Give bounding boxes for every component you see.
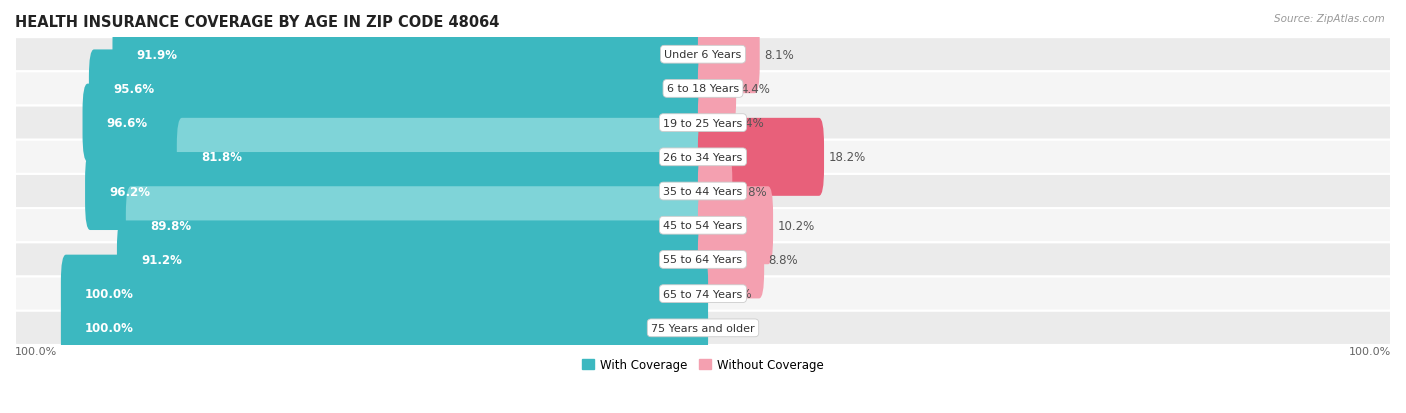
- Text: 19 to 25 Years: 19 to 25 Years: [664, 119, 742, 128]
- Text: 10.2%: 10.2%: [778, 219, 815, 232]
- Text: 3.4%: 3.4%: [734, 117, 763, 130]
- Legend: With Coverage, Without Coverage: With Coverage, Without Coverage: [578, 354, 828, 376]
- Text: 100.0%: 100.0%: [86, 322, 134, 335]
- FancyBboxPatch shape: [15, 106, 1391, 140]
- Text: 91.9%: 91.9%: [136, 49, 177, 62]
- FancyBboxPatch shape: [60, 255, 709, 333]
- Text: 26 to 34 Years: 26 to 34 Years: [664, 152, 742, 162]
- FancyBboxPatch shape: [117, 221, 709, 299]
- FancyBboxPatch shape: [15, 243, 1391, 277]
- FancyBboxPatch shape: [15, 140, 1391, 175]
- FancyBboxPatch shape: [697, 221, 763, 299]
- FancyBboxPatch shape: [15, 72, 1391, 106]
- Text: 95.6%: 95.6%: [112, 83, 155, 96]
- FancyBboxPatch shape: [697, 84, 730, 162]
- Text: 96.2%: 96.2%: [110, 185, 150, 198]
- FancyBboxPatch shape: [697, 50, 737, 128]
- Text: Under 6 Years: Under 6 Years: [665, 50, 741, 60]
- FancyBboxPatch shape: [697, 153, 733, 230]
- FancyBboxPatch shape: [112, 16, 709, 94]
- FancyBboxPatch shape: [15, 209, 1391, 243]
- Text: 100.0%: 100.0%: [15, 346, 58, 356]
- Text: 100.0%: 100.0%: [86, 287, 134, 300]
- Text: 0.0%: 0.0%: [723, 322, 752, 335]
- Text: 8.8%: 8.8%: [769, 253, 799, 266]
- Text: 75 Years and older: 75 Years and older: [651, 323, 755, 333]
- Text: 8.1%: 8.1%: [763, 49, 794, 62]
- Text: 89.8%: 89.8%: [150, 219, 191, 232]
- Text: 3.8%: 3.8%: [737, 185, 766, 198]
- FancyBboxPatch shape: [15, 311, 1391, 345]
- Text: 6 to 18 Years: 6 to 18 Years: [666, 84, 740, 94]
- Text: 18.2%: 18.2%: [828, 151, 866, 164]
- Text: 55 to 64 Years: 55 to 64 Years: [664, 255, 742, 265]
- Text: 96.6%: 96.6%: [107, 117, 148, 130]
- Text: 0.0%: 0.0%: [723, 287, 752, 300]
- FancyBboxPatch shape: [697, 119, 824, 196]
- FancyBboxPatch shape: [83, 84, 709, 162]
- Text: 91.2%: 91.2%: [141, 253, 181, 266]
- FancyBboxPatch shape: [697, 187, 773, 265]
- Text: 81.8%: 81.8%: [201, 151, 242, 164]
- Text: 45 to 54 Years: 45 to 54 Years: [664, 221, 742, 231]
- FancyBboxPatch shape: [697, 16, 759, 94]
- FancyBboxPatch shape: [60, 289, 709, 367]
- FancyBboxPatch shape: [89, 50, 709, 128]
- FancyBboxPatch shape: [15, 175, 1391, 209]
- Text: 35 to 44 Years: 35 to 44 Years: [664, 187, 742, 197]
- FancyBboxPatch shape: [127, 187, 709, 265]
- Text: 100.0%: 100.0%: [1348, 346, 1391, 356]
- FancyBboxPatch shape: [86, 153, 709, 230]
- FancyBboxPatch shape: [15, 277, 1391, 311]
- Text: Source: ZipAtlas.com: Source: ZipAtlas.com: [1274, 14, 1385, 24]
- Text: 4.4%: 4.4%: [741, 83, 770, 96]
- FancyBboxPatch shape: [177, 119, 709, 196]
- Text: HEALTH INSURANCE COVERAGE BY AGE IN ZIP CODE 48064: HEALTH INSURANCE COVERAGE BY AGE IN ZIP …: [15, 15, 499, 30]
- FancyBboxPatch shape: [15, 38, 1391, 72]
- Text: 65 to 74 Years: 65 to 74 Years: [664, 289, 742, 299]
